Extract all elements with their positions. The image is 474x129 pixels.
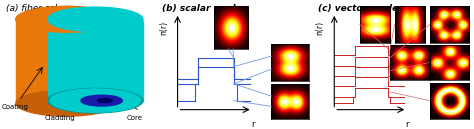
Text: n(r): n(r) — [159, 21, 168, 35]
Text: Cladding: Cladding — [45, 115, 75, 121]
Text: n(r): n(r) — [315, 21, 324, 35]
Ellipse shape — [50, 89, 140, 112]
Ellipse shape — [16, 6, 118, 32]
Ellipse shape — [47, 88, 143, 113]
Ellipse shape — [47, 7, 143, 32]
Bar — [47, 22, 143, 101]
Ellipse shape — [16, 6, 118, 32]
Text: Core: Core — [127, 115, 143, 121]
Ellipse shape — [98, 99, 112, 103]
Bar — [16, 19, 118, 103]
Text: (b) scalar modes: (b) scalar modes — [162, 4, 247, 13]
Text: r: r — [406, 120, 409, 129]
Text: (a) fiber scheme: (a) fiber scheme — [6, 4, 81, 13]
Text: r: r — [251, 120, 255, 129]
Text: (c) vector modes: (c) vector modes — [319, 4, 404, 13]
Ellipse shape — [16, 90, 118, 116]
Text: Coating: Coating — [1, 104, 28, 111]
Ellipse shape — [47, 10, 143, 34]
Ellipse shape — [81, 95, 122, 106]
